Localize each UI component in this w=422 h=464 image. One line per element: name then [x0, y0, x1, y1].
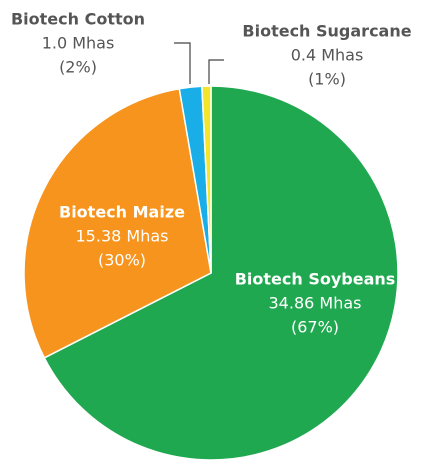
pie-slice: [23, 87, 212, 359]
share-label: (67%): [291, 318, 339, 337]
share-label: (2%): [59, 58, 97, 77]
value-label: 0.4 Mhas: [291, 46, 364, 65]
share-label: (30%): [98, 251, 146, 270]
value-label: 15.38 Mhas: [76, 227, 169, 246]
slice-name: Biotech Sugarcane: [242, 22, 411, 41]
pie-slice: [43, 85, 399, 461]
value-label: 1.0 Mhas: [42, 34, 115, 53]
slice-name: Biotech Maize: [59, 203, 185, 222]
pie-slice: [201, 85, 212, 274]
leader-line: [208, 59, 224, 84]
slice-name: Biotech Cotton: [11, 10, 145, 29]
share-label: (1%): [308, 70, 346, 89]
leader-line: [174, 42, 191, 84]
slice-name: Biotech Soybeans: [235, 270, 396, 289]
value-label: 34.86 Mhas: [269, 294, 362, 313]
